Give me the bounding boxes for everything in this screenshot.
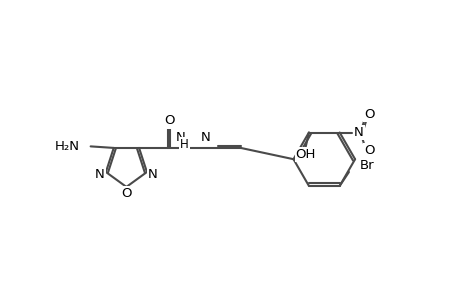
Text: O: O xyxy=(364,144,374,157)
Text: N: N xyxy=(175,131,185,144)
Text: OH: OH xyxy=(295,148,315,160)
Text: N: N xyxy=(200,131,210,144)
Text: O: O xyxy=(163,115,174,128)
Text: Br: Br xyxy=(359,159,374,172)
Text: N: N xyxy=(148,168,157,181)
Text: O: O xyxy=(121,187,131,200)
Text: N: N xyxy=(353,126,363,139)
Text: H: H xyxy=(180,138,189,151)
Text: O: O xyxy=(364,108,374,121)
Text: H₂N: H₂N xyxy=(55,140,80,153)
Text: N: N xyxy=(95,168,104,181)
